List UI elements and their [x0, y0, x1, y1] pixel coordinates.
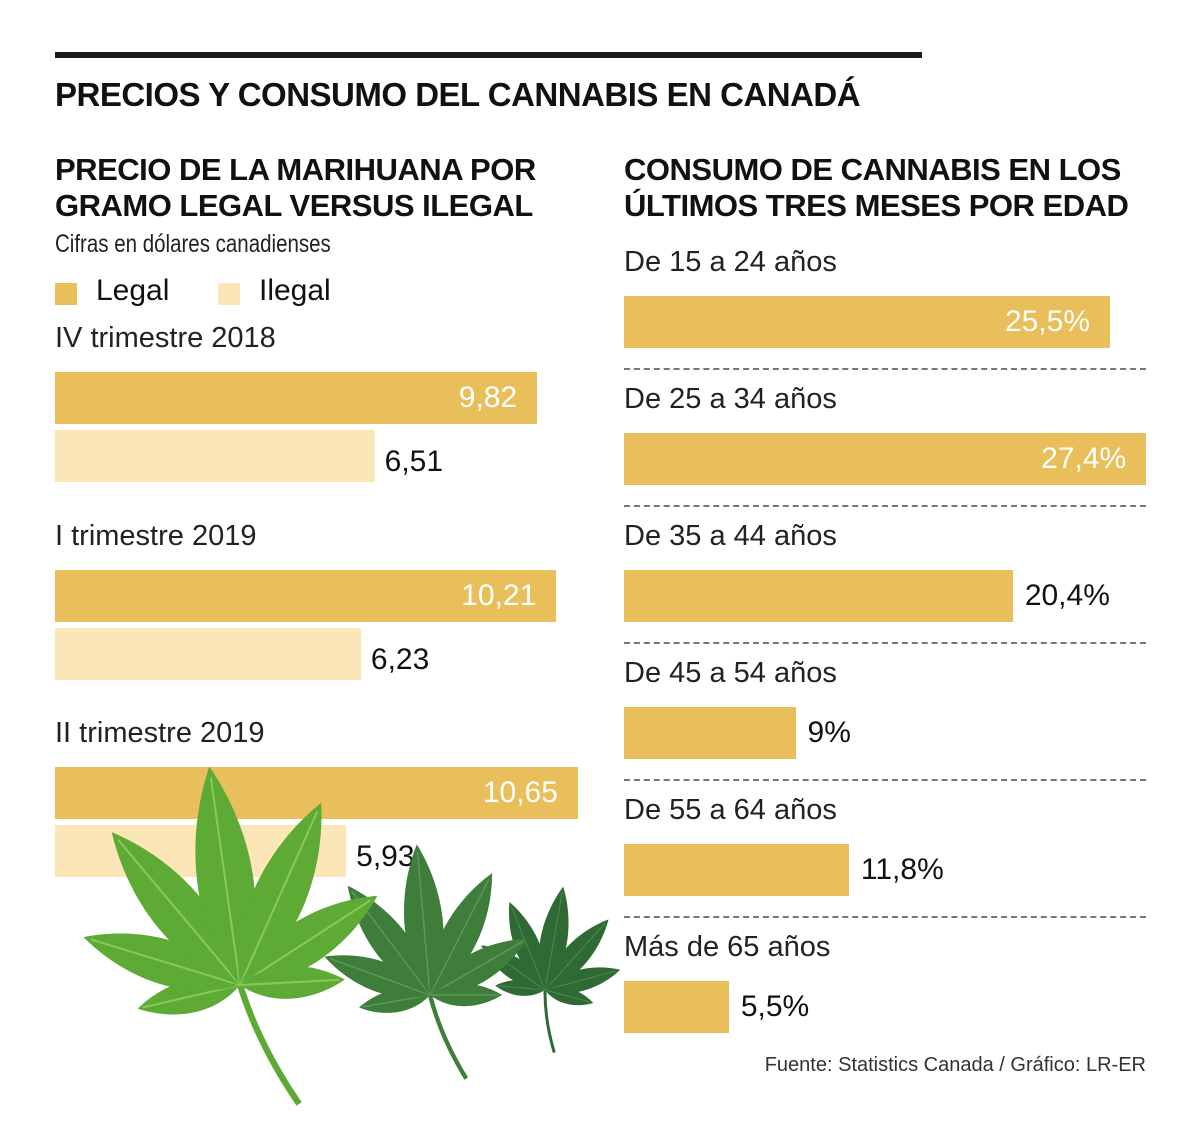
bar-ilegal: [55, 430, 375, 482]
category-label: De 35 a 44 años: [624, 520, 837, 552]
value-label: 27,4%: [1041, 442, 1127, 475]
bar-age: [624, 296, 1111, 348]
bar-age: [624, 981, 729, 1033]
value-label: 5,93: [356, 840, 415, 873]
bar-age: [624, 844, 849, 896]
left-title-line-2: GRAMO LEGAL VERSUS ILEGAL: [55, 188, 533, 223]
right-title-line-2: ÚLTIMOS TRES MESES POR EDAD: [624, 188, 1129, 223]
divider: [624, 642, 1146, 644]
value-label: 25,5%: [1004, 305, 1091, 338]
bar-age: [624, 707, 796, 759]
category-label: De 25 a 34 años: [624, 383, 837, 415]
category-label: IV trimestre 2018: [55, 322, 276, 354]
divider: [624, 916, 1146, 918]
legend-swatch-legal: [55, 283, 77, 305]
value-label: 9,82: [458, 381, 518, 414]
category-label: Más de 65 años: [624, 931, 831, 963]
left-chart-title: PRECIO DE LA MARIHUANA POR GRAMO LEGAL V…: [55, 152, 536, 224]
divider: [624, 505, 1146, 507]
right-chart-title: CONSUMO DE CANNABIS EN LOS ÚLTIMOS TRES …: [624, 152, 1129, 224]
leaf-icon: [324, 844, 528, 1080]
top-rule: [55, 52, 922, 58]
currency-note: Cifras en dólares canadienses: [55, 230, 331, 258]
right-title-line-1: CONSUMO DE CANNABIS EN LOS: [624, 152, 1121, 187]
bar-age: [624, 433, 1147, 485]
value-label: 6,23: [370, 642, 430, 676]
value-label: 6,51: [384, 445, 444, 478]
category-label: De 55 a 64 años: [624, 794, 837, 826]
category-label: De 15 a 24 años: [624, 246, 837, 278]
leaf-icon: [83, 766, 378, 1106]
category-label: I trimestre 2019: [55, 519, 257, 552]
bar-legal: [55, 372, 538, 424]
bar-age: [624, 570, 1013, 622]
divider: [624, 779, 1146, 781]
left-title-line-1: PRECIO DE LA MARIHUANA POR: [55, 152, 536, 187]
value-label: 5,5%: [740, 990, 810, 1023]
bar-legal: [55, 569, 557, 622]
value-label: 10,21: [461, 578, 537, 612]
legend-label-legal: Legal: [96, 274, 170, 307]
main-title: PRECIOS Y CONSUMO DEL CANNABIS EN CANADÁ: [55, 76, 861, 113]
bar-ilegal: [55, 627, 361, 680]
value-label: 9%: [807, 716, 851, 749]
category-label: De 45 a 54 años: [624, 657, 837, 689]
legend-swatch-ilegal: [218, 283, 240, 305]
value-label: 11,8%: [860, 853, 944, 886]
value-label: 20,4%: [1024, 579, 1110, 612]
divider: [624, 368, 1146, 370]
source-credit: Fuente: Statistics Canada / Gráfico: LR-…: [764, 1054, 1146, 1076]
legend-label-ilegal: Ilegal: [259, 274, 331, 307]
value-label: 10,65: [482, 776, 558, 809]
category-label: II trimestre 2019: [55, 717, 265, 749]
